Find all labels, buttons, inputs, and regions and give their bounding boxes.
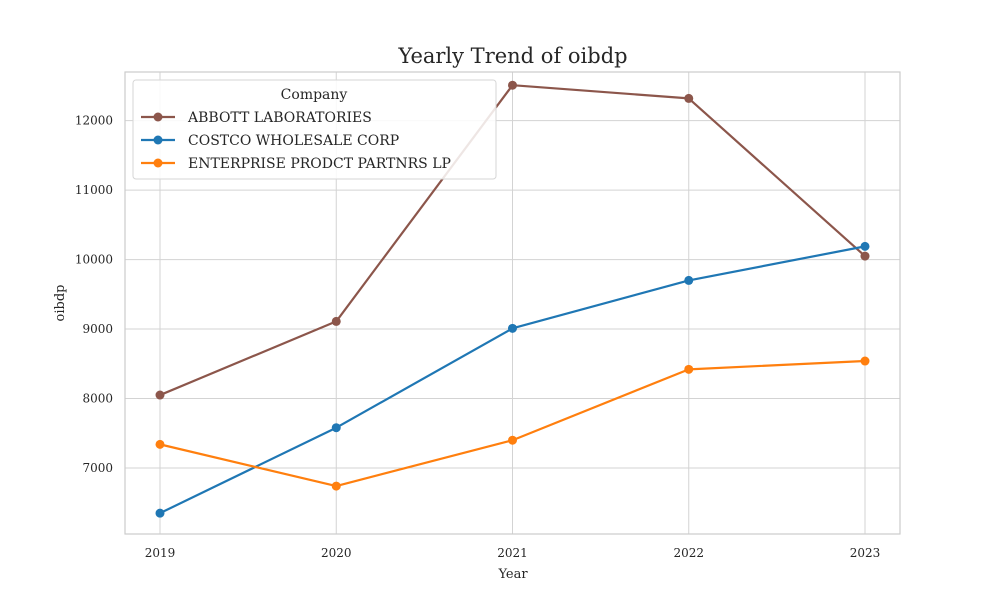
data-point xyxy=(155,390,165,400)
x-tick-label: 2021 xyxy=(497,546,528,560)
y-tick-label: 9000 xyxy=(82,322,113,336)
y-axis-ticks: 7000 8000 9000 10000 11000 12000 xyxy=(75,114,113,475)
legend-box xyxy=(132,79,497,180)
data-point xyxy=(155,439,165,449)
legend-marker xyxy=(153,158,163,168)
x-tick-label: 2020 xyxy=(321,546,352,560)
x-axis-ticks: 2019 2020 2021 2022 2023 xyxy=(145,546,881,560)
y-tick-label: 8000 xyxy=(82,392,113,406)
y-tick-label: 7000 xyxy=(82,461,113,475)
legend-label: ABBOTT LABORATORIES xyxy=(187,110,372,126)
legend: Company ABBOTT LABORATORIES COSTCO WHOLESA… xyxy=(132,79,497,180)
chart-title: Yearly Trend of oibdp xyxy=(397,44,627,68)
legend-label: ENTERPRISE PRODCT PARTNRS LP xyxy=(188,156,451,172)
series-group xyxy=(155,356,870,491)
x-tick-label: 2022 xyxy=(673,546,704,560)
grid-lines xyxy=(125,72,900,534)
y-tick-label: 12000 xyxy=(75,114,113,128)
y-axis-label: oibdp xyxy=(53,285,68,322)
data-point xyxy=(684,93,694,103)
data-point xyxy=(860,356,870,366)
data-point xyxy=(684,364,694,374)
data-point xyxy=(155,508,165,518)
data-point xyxy=(331,316,341,326)
data-point xyxy=(508,80,517,90)
x-tick-label: 2023 xyxy=(850,546,881,560)
legend-marker xyxy=(153,112,163,122)
y-tick-label: 10000 xyxy=(75,253,113,267)
legend-title: Company xyxy=(281,87,348,103)
series-group xyxy=(155,80,870,400)
legend-label: COSTCO WHOLESALE CORP xyxy=(188,133,399,149)
data-point xyxy=(860,251,870,261)
series-group xyxy=(155,241,870,518)
x-axis-label: Year xyxy=(497,567,528,582)
plot-frame xyxy=(124,71,901,535)
data-point xyxy=(684,275,694,285)
data-point xyxy=(331,423,341,433)
y-tick-label: 11000 xyxy=(75,183,113,197)
data-point xyxy=(508,435,517,445)
x-tick-label: 2019 xyxy=(145,546,176,560)
data-point xyxy=(331,481,341,491)
data-point xyxy=(860,241,870,251)
legend-marker xyxy=(153,135,163,145)
data-point xyxy=(508,323,517,333)
